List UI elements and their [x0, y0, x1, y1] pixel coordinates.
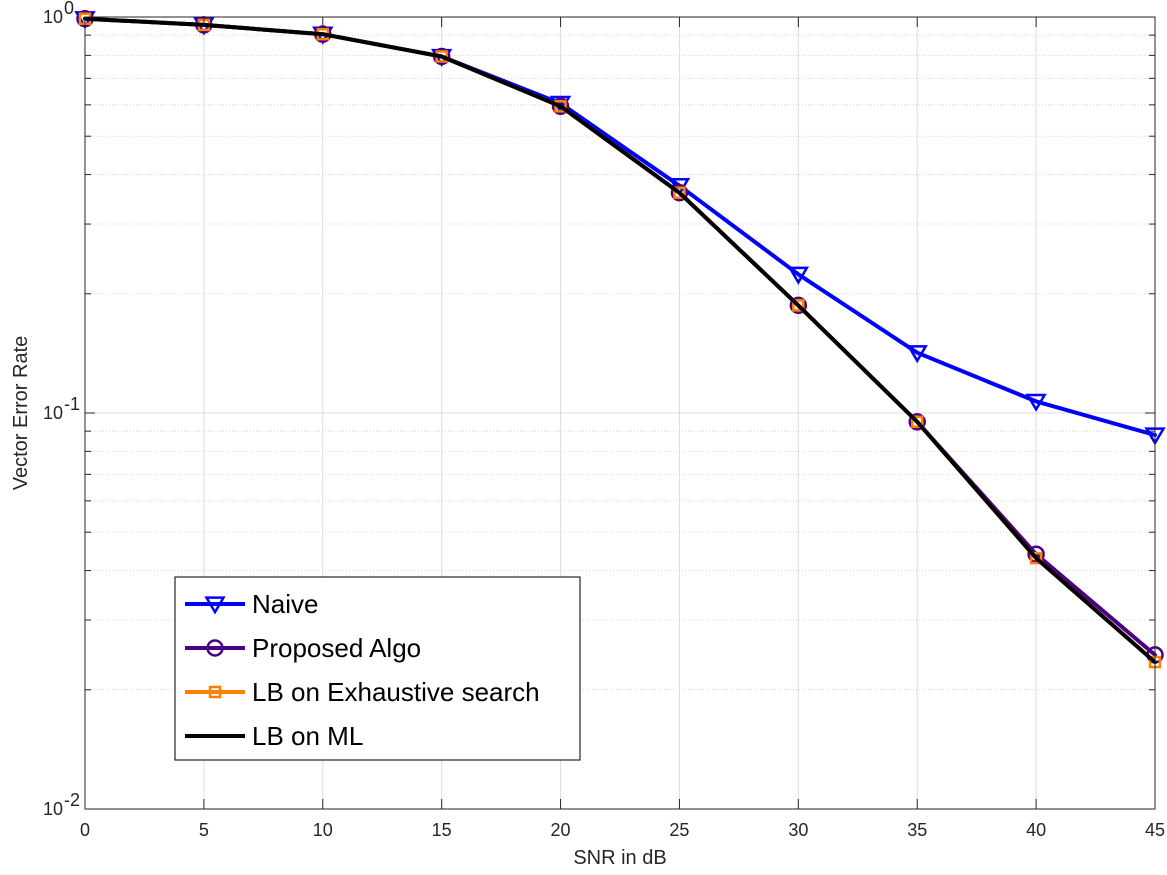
x-tick-label: 40	[1026, 820, 1046, 840]
data-point-marker	[1029, 551, 1043, 565]
x-tick-label: 45	[1145, 820, 1165, 840]
legend-box	[174, 576, 581, 761]
x-tick-label: 0	[80, 820, 90, 840]
x-axis-label: SNR in dB	[573, 847, 666, 869]
data-point-marker	[673, 186, 686, 199]
legend: Naive Proposed Algo LB on Exhaustive searc…	[174, 576, 581, 761]
y-tick-label: 10	[43, 403, 63, 423]
x-tick-labels: 0 5 10 15 20 25 30 35 40 45	[80, 820, 1165, 840]
grid-minor	[85, 34, 1155, 691]
data-point-marker	[1025, 393, 1047, 412]
series-3	[83, 16, 1157, 665]
legend-marker	[206, 639, 224, 657]
legend-entry: Proposed Algo	[185, 633, 421, 663]
data-point-marker	[908, 413, 926, 431]
x-tick-label: 10	[313, 820, 333, 840]
data-point-marker	[1027, 545, 1045, 563]
series-line	[83, 16, 1157, 665]
x-tick-label: 30	[788, 820, 808, 840]
data-point-marker	[787, 266, 810, 285]
x-tick-label: 20	[551, 820, 571, 840]
y-axis-label: Vector Error Rate	[10, 336, 32, 491]
y-tick-exponent: -2	[64, 790, 80, 810]
x-tick-label: 5	[199, 820, 209, 840]
legend-marker	[208, 685, 222, 699]
legend-label: Proposed Algo	[252, 633, 421, 663]
legend-entry: LB on Exhaustive search	[185, 677, 540, 707]
data-point-marker	[670, 183, 689, 202]
legend-label: LB on ML	[252, 721, 363, 751]
y-tick-exponent: 0	[64, 0, 74, 18]
legend-label: LB on Exhaustive search	[252, 677, 540, 707]
y-tick-label: 10	[43, 799, 63, 819]
y-tick-exponent: -1	[64, 394, 80, 414]
legend-label: Naive	[252, 589, 318, 619]
legend-entry: Naive	[185, 589, 318, 619]
data-point-marker	[792, 299, 805, 312]
data-point-marker	[551, 97, 570, 116]
y-tick-label: 10	[43, 7, 63, 27]
legend-entry: LB on ML	[185, 721, 363, 751]
axis-ticks	[84, 16, 1156, 810]
x-tick-label: 15	[432, 820, 452, 840]
series-layer	[74, 9, 1166, 669]
x-tick-label: 35	[907, 820, 927, 840]
x-tick-label: 25	[669, 820, 689, 840]
data-point-marker	[906, 345, 928, 364]
data-point-marker	[910, 415, 924, 429]
legend-marker	[204, 596, 226, 615]
data-point-marker	[789, 296, 808, 315]
